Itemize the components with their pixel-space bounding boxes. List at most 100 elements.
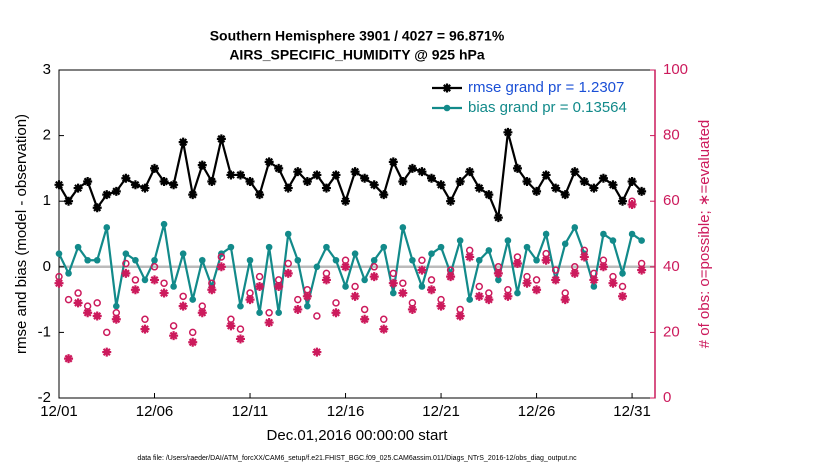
y2-tick-label: 60: [663, 192, 680, 209]
marker: [465, 167, 475, 177]
marker: [64, 354, 74, 364]
marker: [389, 289, 397, 297]
marker: [388, 278, 398, 288]
marker: [436, 180, 446, 190]
marker: [399, 279, 407, 287]
marker: [332, 256, 340, 264]
marker: [265, 308, 273, 317]
marker: [64, 295, 73, 304]
marker: [522, 278, 532, 288]
marker: [427, 173, 436, 183]
y2-tick-label: 80: [663, 127, 680, 144]
marker: [255, 190, 265, 200]
marker: [523, 243, 531, 251]
y2-tick-label: 20: [663, 323, 680, 340]
marker: [255, 281, 265, 291]
marker: [92, 311, 102, 321]
marker: [560, 295, 570, 305]
x-axis-label: Dec.01,2016 00:00:00 start: [267, 427, 449, 444]
marker: [198, 256, 206, 264]
marker: [255, 272, 264, 281]
marker: [207, 177, 217, 187]
marker: [570, 268, 580, 278]
marker: [169, 331, 179, 341]
marker: [64, 196, 74, 206]
marker: [466, 296, 474, 303]
marker: [189, 296, 197, 303]
marker: [73, 298, 83, 308]
marker: [331, 170, 341, 180]
x-tick-label: 12/31: [613, 403, 651, 420]
marker: [103, 328, 111, 337]
series-line: [58, 223, 643, 313]
marker: [436, 301, 446, 311]
legend-marker: [443, 104, 451, 112]
marker: [207, 285, 217, 295]
marker: [236, 325, 245, 333]
marker: [598, 262, 608, 272]
marker: [313, 263, 321, 271]
marker: [475, 282, 484, 291]
x-tick-label: 12/16: [327, 403, 365, 420]
marker: [188, 328, 197, 337]
marker: [618, 282, 627, 291]
marker: [388, 157, 398, 167]
marker: [589, 275, 599, 285]
marker: [130, 285, 140, 295]
marker: [474, 291, 484, 301]
marker: [351, 250, 359, 257]
marker: [113, 302, 120, 310]
marker: [169, 322, 178, 330]
marker: [590, 283, 598, 290]
marker: [217, 253, 226, 261]
marker: [493, 268, 503, 278]
marker: [379, 324, 389, 334]
y-tick-label: 0: [43, 258, 51, 275]
marker: [409, 256, 416, 264]
marker: [350, 167, 360, 177]
marker: [302, 177, 312, 187]
marker: [293, 304, 303, 314]
marker: [418, 256, 426, 264]
marker: [54, 278, 64, 288]
marker: [131, 276, 140, 284]
marker: [55, 250, 63, 257]
marker: [216, 134, 226, 144]
marker: [179, 292, 187, 301]
marker: [369, 272, 379, 282]
marker: [235, 170, 245, 180]
marker: [484, 295, 494, 305]
marker: [245, 177, 255, 187]
marker: [398, 288, 408, 298]
marker: [264, 157, 274, 167]
marker: [179, 250, 187, 257]
marker: [304, 302, 311, 310]
marker: [103, 224, 111, 231]
marker: [284, 259, 292, 268]
marker: [294, 256, 302, 264]
marker: [618, 291, 628, 301]
marker: [369, 180, 379, 190]
marker: [122, 259, 130, 268]
marker: [130, 180, 140, 190]
legend-label: rmse grand pr = 1.2307: [468, 79, 624, 96]
marker: [474, 183, 484, 193]
marker: [264, 318, 274, 328]
marker: [274, 163, 284, 173]
marker: [456, 237, 464, 244]
marker: [121, 268, 131, 278]
marker: [598, 173, 608, 183]
marker: [484, 190, 494, 200]
marker: [561, 240, 569, 248]
marker: [169, 180, 179, 190]
marker: [455, 177, 465, 187]
marker: [284, 230, 292, 238]
marker: [570, 167, 580, 177]
series-line: [58, 132, 643, 222]
y2-axis-label: # of obs: o=possible; ∗=evaluated: [696, 120, 713, 349]
marker: [589, 183, 599, 193]
legend-marker: [442, 83, 452, 93]
marker: [351, 282, 359, 291]
marker: [226, 170, 236, 180]
marker: [102, 347, 112, 357]
